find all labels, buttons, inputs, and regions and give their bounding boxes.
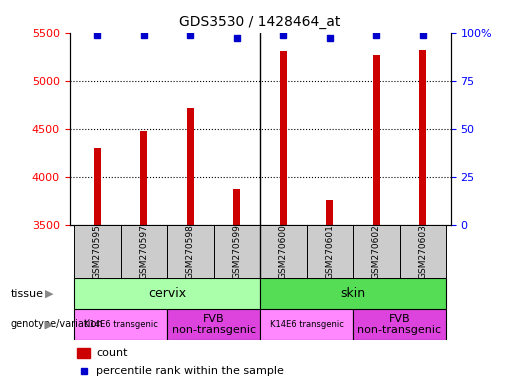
Bar [260, 225, 306, 278]
Bar [419, 50, 426, 225]
Bar [74, 225, 121, 278]
Text: GSM270599: GSM270599 [232, 224, 242, 279]
Text: GSM270601: GSM270601 [325, 224, 334, 279]
Text: skin: skin [340, 287, 366, 300]
Bar [400, 225, 446, 278]
Bar [141, 131, 147, 225]
Text: K14E6 transgenic: K14E6 transgenic [84, 320, 158, 329]
Text: genotype/variation: genotype/variation [10, 319, 103, 329]
Bar [74, 278, 260, 309]
Text: GSM270600: GSM270600 [279, 224, 288, 279]
Bar [167, 309, 260, 340]
Text: ▶: ▶ [45, 319, 53, 329]
Text: FVB
non-transgenic: FVB non-transgenic [357, 314, 441, 335]
Bar [327, 200, 333, 225]
Bar [353, 309, 446, 340]
Bar [74, 309, 167, 340]
Text: GSM270603: GSM270603 [418, 224, 427, 279]
Title: GDS3530 / 1428464_at: GDS3530 / 1428464_at [179, 15, 341, 29]
Text: FVB
non-transgenic: FVB non-transgenic [171, 314, 255, 335]
Bar [94, 148, 101, 225]
Bar [260, 309, 353, 340]
Bar [280, 51, 287, 225]
Bar [121, 225, 167, 278]
Text: K14E6 transgenic: K14E6 transgenic [270, 320, 344, 329]
Text: GSM270597: GSM270597 [140, 224, 148, 279]
Bar [306, 225, 353, 278]
Text: count: count [96, 348, 128, 358]
Bar [260, 278, 446, 309]
Text: percentile rank within the sample: percentile rank within the sample [96, 366, 284, 376]
Text: GSM270595: GSM270595 [93, 224, 102, 279]
Bar [167, 225, 214, 278]
Bar [77, 348, 91, 358]
Bar [187, 108, 194, 225]
Bar [373, 55, 380, 225]
Text: GSM270602: GSM270602 [372, 224, 381, 279]
Text: cervix: cervix [148, 287, 186, 300]
Bar [214, 225, 260, 278]
Text: GSM270598: GSM270598 [186, 224, 195, 279]
Text: ▶: ▶ [45, 289, 53, 299]
Bar [353, 225, 400, 278]
Text: tissue: tissue [10, 289, 43, 299]
Bar [233, 189, 241, 225]
